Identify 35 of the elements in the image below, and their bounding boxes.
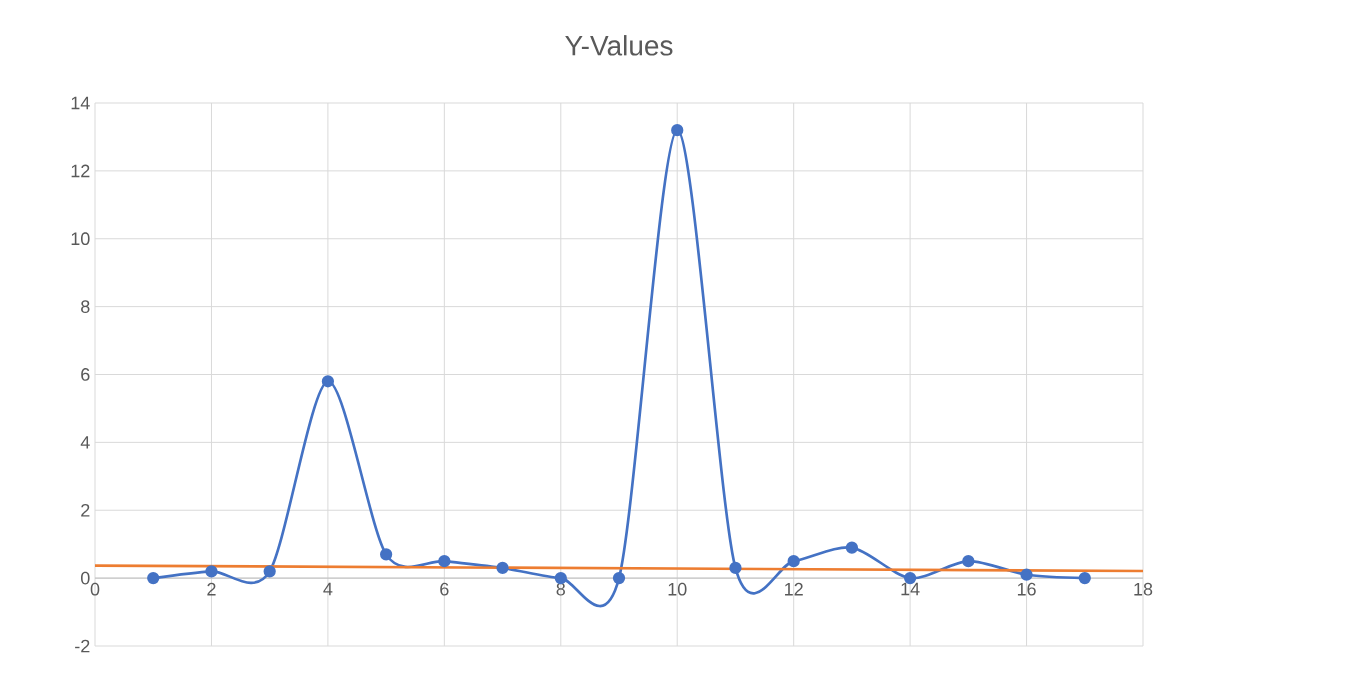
- y-tick-label: -2: [75, 639, 90, 653]
- y-tick-label: 10: [71, 232, 90, 246]
- point: [554, 571, 567, 585]
- point: [729, 561, 742, 575]
- y-tick-label: 0: [81, 571, 90, 585]
- x-tick-label: 18: [1134, 582, 1153, 596]
- point: [612, 571, 626, 585]
- point: [321, 375, 335, 388]
- point: [845, 541, 859, 554]
- x-tick-label: 14: [901, 582, 920, 596]
- y-tick-label: 2: [81, 503, 90, 517]
- y-tick-label: 12: [71, 164, 90, 178]
- y-tick-label: 14: [71, 96, 90, 110]
- point: [379, 548, 393, 561]
- point: [147, 571, 160, 585]
- point: [1078, 571, 1091, 585]
- y-tick-label: 8: [81, 300, 90, 313]
- chart-title: Y-Values: [565, 35, 673, 56]
- point: [1020, 568, 1033, 581]
- y-tick-label: 6: [81, 368, 90, 381]
- x-tick-label: 2: [207, 582, 216, 596]
- x-tick-label: 0: [90, 582, 100, 596]
- point: [962, 555, 975, 568]
- x-tick-label: 12: [785, 582, 803, 596]
- x-tick-label: 16: [1017, 582, 1036, 596]
- point: [205, 565, 218, 578]
- x-tick-label: 4: [323, 582, 333, 596]
- point: [671, 124, 684, 137]
- point: [496, 561, 509, 575]
- x-tick-label: 10: [668, 582, 687, 596]
- y-tick-label: 4: [80, 436, 90, 449]
- point: [263, 565, 276, 578]
- x-tick-label: 6: [440, 582, 449, 596]
- point: [438, 555, 451, 568]
- point: [787, 555, 800, 568]
